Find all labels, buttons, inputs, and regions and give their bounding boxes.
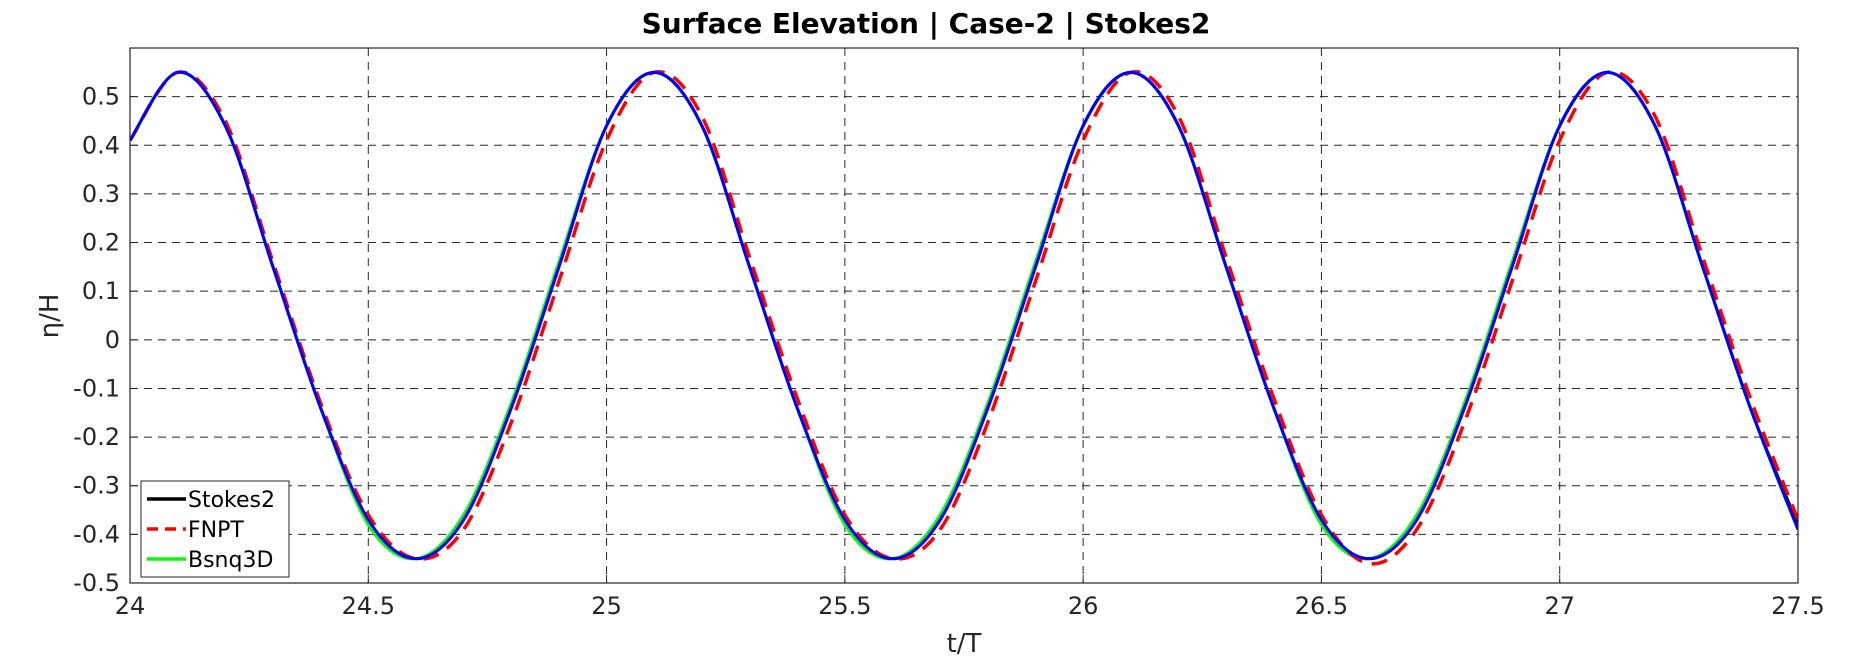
x-tick-label: 25.5 — [818, 592, 871, 620]
legend: Stokes2 FNPT Bsnq3D — [140, 480, 290, 578]
legend-label: FNPT — [188, 518, 244, 543]
chart-title: Surface Elevation | Case-2 | Stokes2 — [642, 7, 1211, 40]
y-tick-label: -0.4 — [73, 520, 120, 548]
x-tick-label: 24 — [115, 592, 146, 620]
y-tick-label: -0.3 — [73, 472, 120, 500]
x-axis-label: t/T — [947, 629, 982, 659]
x-tick-label: 27 — [1544, 592, 1575, 620]
x-tick-label: 26 — [1068, 592, 1099, 620]
grid-lines — [130, 48, 1798, 583]
y-axis-label: η/H — [35, 294, 65, 339]
plot-frame — [129, 47, 1799, 584]
series-layer — [130, 70, 1798, 566]
legend-label: Bsnq3D — [188, 548, 273, 573]
y-tick-label: 0.3 — [82, 180, 120, 208]
y-tick-label: 0 — [105, 326, 120, 354]
x-tick-label: 24.5 — [342, 592, 395, 620]
axis-ticks: 24 24.5 25 25.5 26 26.5 27 27.5 -0.5 -0.4 -0.3 -0.2… — [73, 83, 1825, 620]
x-tick-label: 25 — [591, 592, 622, 620]
y-tick-label: 0.4 — [82, 131, 120, 159]
series-line-unlabeled — [130, 70, 1798, 561]
y-tick-label: 0.5 — [82, 83, 120, 111]
y-tick-label: -0.2 — [73, 423, 120, 451]
y-tick-label: -0.1 — [73, 374, 120, 402]
legend-label: Stokes2 — [188, 488, 275, 513]
x-tick-label: 27.5 — [1771, 592, 1824, 620]
series-line-fnpt — [130, 70, 1798, 566]
y-tick-label: 0.1 — [82, 277, 120, 305]
y-tick-label: 0.2 — [82, 229, 120, 257]
x-tick-label: 26.5 — [1295, 592, 1348, 620]
y-tick-label: -0.5 — [73, 569, 120, 597]
